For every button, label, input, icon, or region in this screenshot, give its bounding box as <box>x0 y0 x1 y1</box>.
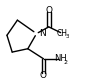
Text: N: N <box>39 29 46 38</box>
Text: 2: 2 <box>64 60 68 65</box>
Text: O: O <box>45 6 52 15</box>
Text: NH: NH <box>54 54 66 63</box>
Text: O: O <box>40 71 47 80</box>
Text: 3: 3 <box>66 34 69 39</box>
Text: CH: CH <box>56 29 67 38</box>
